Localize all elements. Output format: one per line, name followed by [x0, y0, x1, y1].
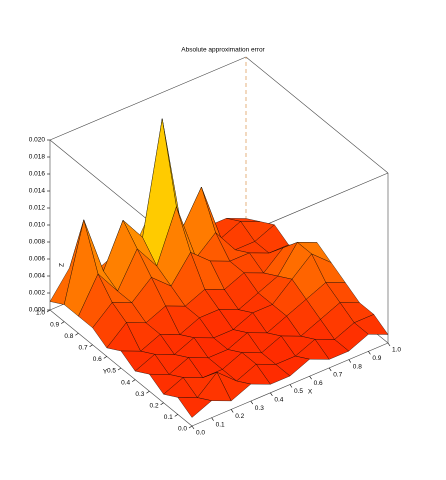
y-tick [46, 309, 51, 313]
y-tick-label: 1.0 [36, 310, 45, 317]
box-edge [49, 56, 247, 141]
x-tick-label: 0.3 [255, 405, 264, 412]
z-tick-label: 0.012 [29, 205, 46, 212]
z-tick-label: 0.018 [29, 154, 46, 161]
y-tick-label: 0.3 [135, 391, 144, 398]
x-tick-label: 0.9 [372, 355, 381, 362]
y-tick [132, 379, 136, 382]
x-tick-label: 0.4 [274, 397, 283, 404]
x-tick [211, 417, 214, 421]
x-tick [348, 359, 352, 363]
z-tick-label: 0.004 [29, 273, 46, 280]
z-tick-label: 0.000 [29, 307, 46, 314]
x-tick-label: 0.7 [333, 372, 342, 379]
x-tick [289, 384, 293, 388]
x-tick-label: 1.0 [392, 347, 401, 354]
y-tick-label: 0.8 [64, 333, 73, 340]
x-tick-label: 0.2 [235, 413, 244, 420]
z-tick-label: 0.008 [29, 239, 46, 246]
z-tick-label: 0.002 [29, 290, 46, 297]
x-tick-label: 0.0 [196, 430, 205, 437]
y-tick [174, 414, 178, 417]
x-tick [328, 367, 332, 372]
y-tick [61, 321, 65, 324]
y-tick [89, 344, 93, 348]
z-tick-label: 0.006 [29, 256, 46, 263]
x-tick [250, 400, 254, 405]
y-tick [188, 425, 193, 429]
x-tick [230, 409, 234, 413]
y-tick-label: 0.4 [121, 379, 130, 386]
z-tick-label: 0.016 [29, 171, 46, 178]
y-tick [117, 367, 122, 371]
y-axis-label: Y [103, 369, 108, 376]
y-tick-label: 0.2 [150, 403, 159, 410]
y-tick [103, 356, 107, 359]
y-tick [146, 390, 150, 394]
x-tick-label: 0.5 [294, 388, 303, 395]
z-tick-label: 0.020 [29, 137, 46, 144]
z-tick-label: 0.010 [29, 222, 46, 229]
x-axis-label: X [308, 389, 313, 396]
z-tick-label: 0.014 [29, 188, 46, 195]
x-tick [191, 425, 195, 430]
box-edge [245, 56, 389, 174]
x-tick [387, 342, 391, 347]
y-tick-label: 0.5 [107, 368, 116, 375]
y-tick-label: 0.9 [50, 321, 59, 328]
y-tick-label: 0.1 [164, 414, 173, 421]
y-tick-label: 0.7 [79, 345, 88, 352]
x-tick-label: 0.6 [314, 380, 323, 387]
y-tick [75, 332, 79, 336]
x-tick-label: 0.1 [216, 421, 225, 428]
surface-patch [177, 397, 212, 418]
z-axis-label: Z [59, 263, 66, 267]
y-tick-label: 0.6 [93, 356, 102, 363]
x-tick-label: 0.8 [353, 363, 362, 370]
x-tick [309, 376, 312, 380]
y-tick [160, 402, 164, 406]
x-tick [270, 392, 273, 396]
chart-title: Absolute approximation error [181, 47, 265, 54]
x-tick [368, 351, 371, 355]
y-tick-label: 0.0 [178, 426, 187, 433]
